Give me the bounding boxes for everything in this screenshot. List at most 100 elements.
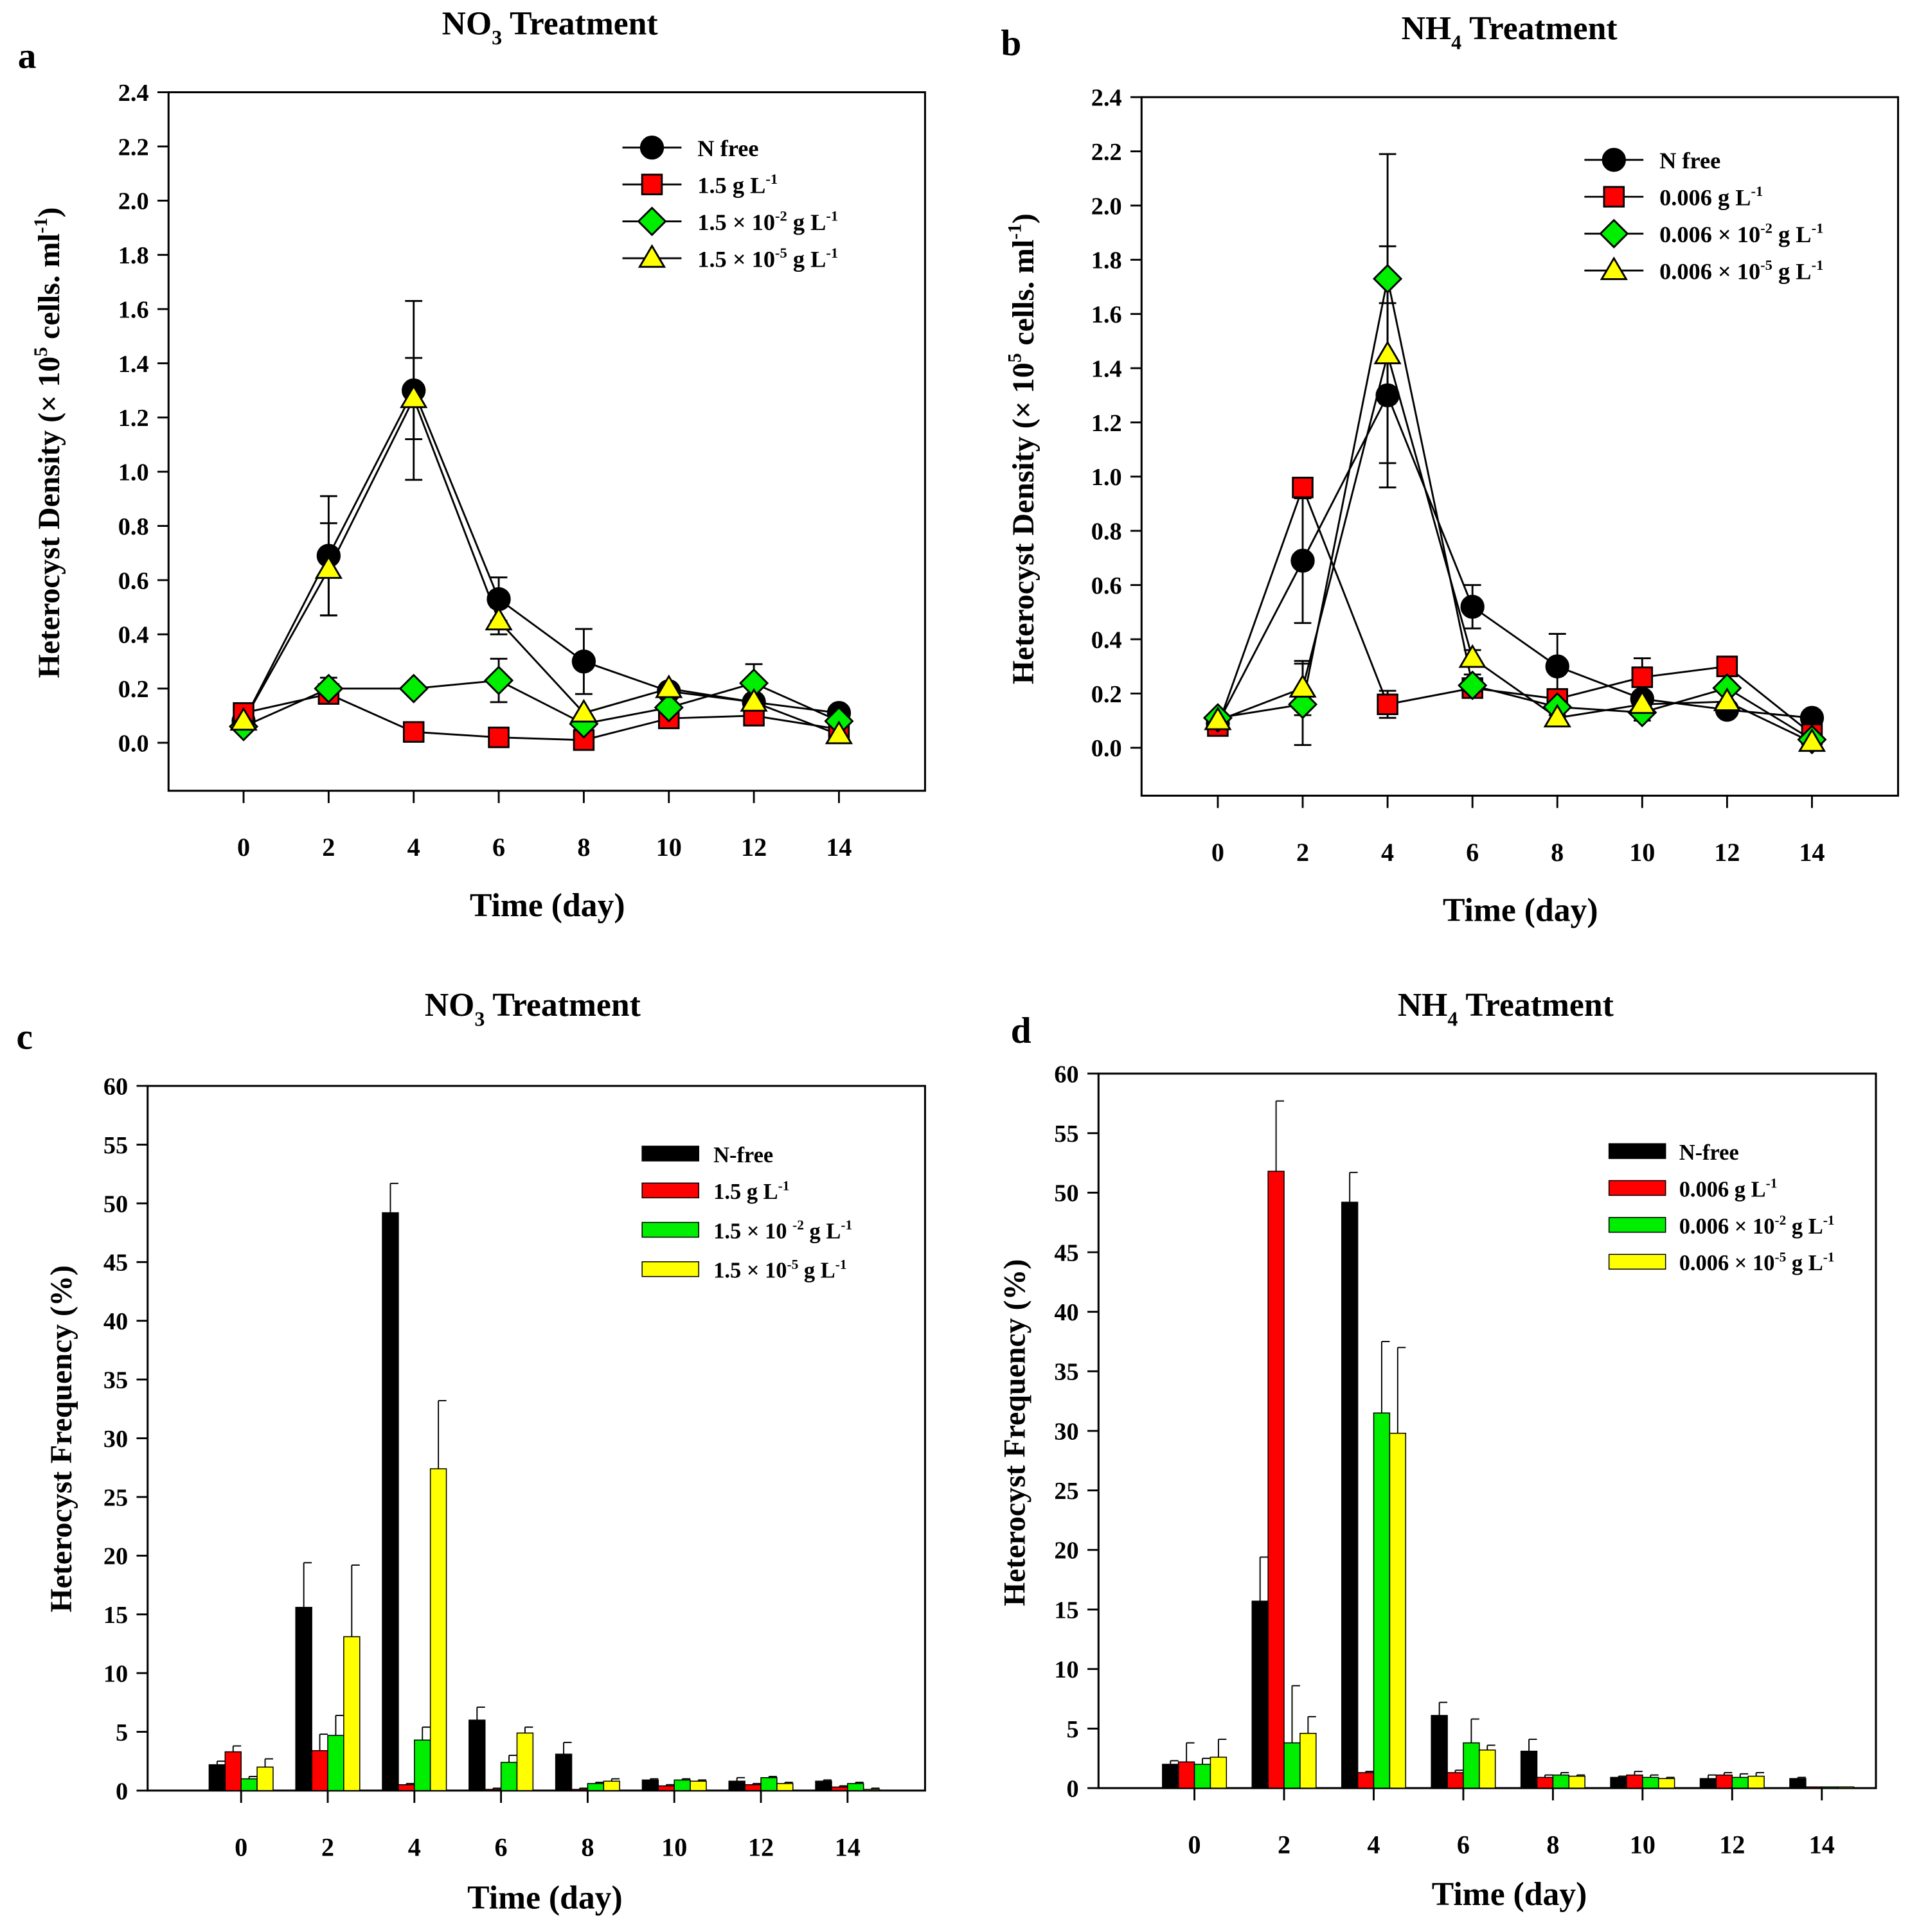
y-tick-label: 40 bbox=[103, 1308, 128, 1335]
bar bbox=[776, 1783, 794, 1791]
text-segment: g L bbox=[787, 209, 826, 235]
bar bbox=[1373, 1412, 1391, 1789]
bar bbox=[1715, 1774, 1733, 1789]
y-tick-label: 55 bbox=[103, 1132, 128, 1159]
text-segment: g L bbox=[798, 1259, 835, 1283]
superscript: -1 bbox=[765, 171, 778, 187]
triangle-marker bbox=[485, 607, 513, 631]
bar bbox=[256, 1766, 274, 1791]
subscript: 3 bbox=[474, 1007, 485, 1031]
text-segment: g L bbox=[1772, 258, 1812, 284]
x-tick-label: 14 bbox=[835, 1832, 861, 1861]
text-segment: 1.5 × 10 bbox=[697, 209, 775, 235]
text-segment: Heterocyst Density (× 10 bbox=[32, 357, 66, 678]
series bbox=[1162, 1171, 1807, 1789]
text-segment: 0.006 × 10 bbox=[1679, 1251, 1775, 1275]
bar bbox=[657, 1785, 675, 1791]
text-segment: NH bbox=[1402, 10, 1451, 47]
triangle-marker bbox=[400, 384, 428, 409]
superscript: -1 bbox=[1823, 1249, 1835, 1264]
legend-label: 0.006 g L-1​ bbox=[1659, 183, 1763, 211]
legend-label: N-free bbox=[1679, 1140, 1739, 1165]
text-segment: N-free bbox=[1679, 1140, 1739, 1165]
text-segment: N free bbox=[697, 136, 758, 161]
square-marker bbox=[641, 173, 663, 195]
text-segment: g L bbox=[804, 1219, 841, 1243]
superscript: -1 bbox=[778, 1178, 790, 1193]
bar bbox=[1251, 1600, 1269, 1789]
bar bbox=[1805, 1786, 1823, 1789]
superscript: -5 bbox=[1760, 257, 1772, 273]
y-tick-label: 0.8 bbox=[1091, 518, 1122, 545]
bar bbox=[1479, 1749, 1496, 1789]
bar bbox=[208, 1764, 226, 1791]
legend-label: 0.006 × 10-2​ g L-1​ bbox=[1659, 220, 1823, 248]
panel-a: a NO3​ Treatment Time (day) Heterocyst Dens… bbox=[18, 6, 926, 924]
bar bbox=[1821, 1786, 1839, 1789]
series bbox=[1177, 1100, 1823, 1789]
bar bbox=[1209, 1757, 1227, 1789]
text-segment: N-free bbox=[713, 1143, 773, 1167]
triangle-marker bbox=[638, 244, 666, 268]
bar bbox=[429, 1468, 447, 1791]
legend-swatch bbox=[1608, 1254, 1666, 1270]
y-axis-label: Heterocyst Density (× 105​ cells. ml-1​) bbox=[1005, 213, 1040, 684]
bar bbox=[224, 1751, 242, 1791]
text-segment: 1.5 × 10 bbox=[713, 1219, 792, 1243]
x-tick-label: 6 bbox=[495, 1832, 508, 1861]
panel-letter: c bbox=[17, 1017, 33, 1058]
bar bbox=[469, 1719, 486, 1791]
series bbox=[240, 1714, 864, 1791]
x-tick-label: 0 bbox=[237, 833, 250, 862]
bar bbox=[674, 1779, 691, 1791]
superscript: -1 bbox=[1823, 1212, 1835, 1228]
bar bbox=[343, 1636, 361, 1791]
panel-c: c NO3​ Treatment Time (day) Heterocyst Freq… bbox=[17, 987, 926, 1917]
text-segment: 0.006 × 10 bbox=[1659, 222, 1760, 247]
bar bbox=[1162, 1764, 1179, 1789]
text-segment: Treatment bbox=[485, 987, 640, 1024]
superscript: -1 bbox=[1005, 224, 1026, 240]
triangle-marker bbox=[1373, 341, 1402, 364]
bar bbox=[1463, 1742, 1480, 1789]
bar bbox=[1389, 1432, 1407, 1789]
bar bbox=[1568, 1775, 1585, 1789]
x-tick-label: 12 bbox=[741, 833, 767, 862]
series-line bbox=[1217, 351, 1813, 743]
series-line bbox=[1217, 484, 1813, 735]
bar bbox=[1283, 1742, 1301, 1789]
x-tick-label: 8 bbox=[577, 833, 590, 862]
superscript: 5 bbox=[31, 347, 51, 357]
y-tick-label: 0.6 bbox=[118, 567, 149, 594]
text-segment: NO bbox=[425, 987, 474, 1024]
legend-label: 1.5 × 10-5​ g L-1​ bbox=[713, 1257, 846, 1283]
superscript: -2 bbox=[1774, 1212, 1786, 1228]
circle-marker bbox=[1602, 148, 1626, 172]
y-tick-label: 0.2 bbox=[118, 676, 149, 703]
y-tick-label: 10 bbox=[103, 1660, 128, 1687]
text-segment: Treatment bbox=[1461, 10, 1617, 47]
x-tick-label: 2 bbox=[321, 1832, 334, 1861]
y-tick-label: 0 bbox=[1067, 1775, 1079, 1802]
text-segment: cells. ml bbox=[32, 233, 66, 347]
chart-title: NH4​ Treatment bbox=[1398, 987, 1614, 1031]
bar bbox=[831, 1786, 848, 1791]
subscript: 3 bbox=[492, 26, 502, 49]
text-segment: NO bbox=[442, 6, 492, 42]
y-tick-label: 1.2 bbox=[1091, 410, 1122, 437]
panel-letter: b bbox=[1001, 23, 1021, 64]
bar bbox=[1177, 1761, 1195, 1789]
legend-label: N free bbox=[697, 136, 758, 161]
text-segment: Treatment bbox=[1458, 987, 1613, 1024]
y-tick-label: 55 bbox=[1054, 1121, 1078, 1148]
superscript: -1 bbox=[841, 1218, 852, 1233]
x-tick-label: 8 bbox=[581, 1832, 594, 1861]
y-tick-label: 45 bbox=[103, 1250, 128, 1277]
superscript: -2 bbox=[1760, 220, 1772, 236]
series bbox=[243, 693, 839, 741]
legend-swatch bbox=[1608, 1143, 1666, 1159]
legend-label: 0.006 × 10-5​ g L-1​ bbox=[1659, 257, 1823, 285]
x-tick-label: 14 bbox=[826, 833, 852, 862]
bar bbox=[1626, 1774, 1643, 1789]
y-tick-label: 20 bbox=[103, 1543, 128, 1570]
